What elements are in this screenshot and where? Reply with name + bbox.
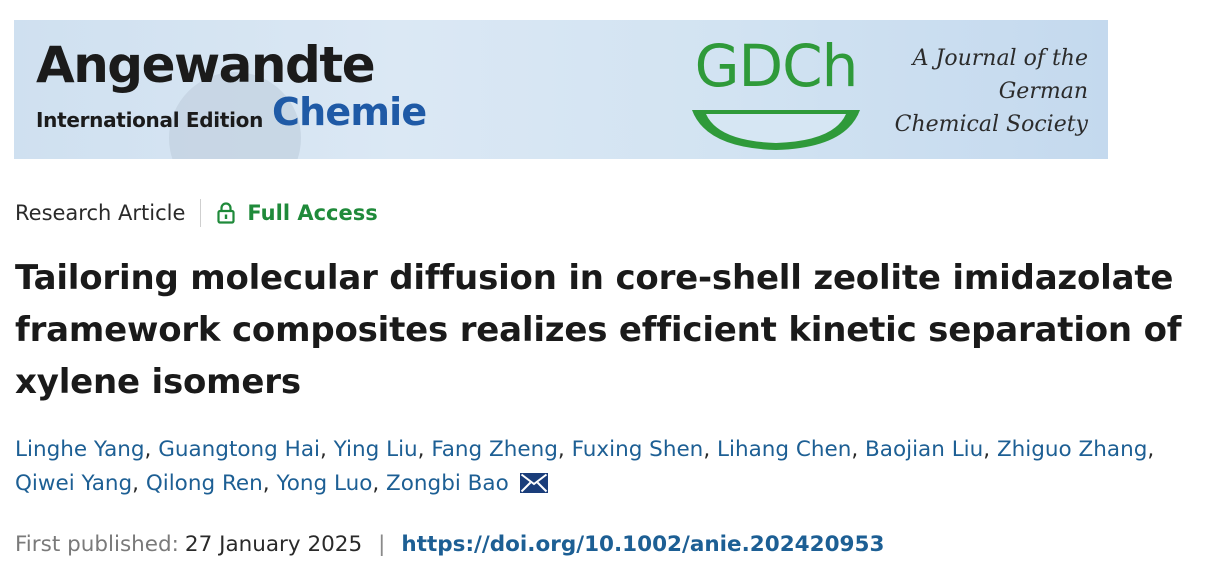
published-date: 27 January 2025 — [184, 531, 363, 557]
envelope-icon[interactable] — [519, 470, 548, 504]
journal-banner[interactable]: Angewandte International Edition Chemie … — [14, 20, 1108, 159]
journal-edition: International Edition — [36, 108, 264, 132]
published-label: First published: — [15, 531, 179, 557]
author-link[interactable]: Qiwei Yang — [15, 471, 133, 496]
author-link[interactable]: Lihang Chen — [717, 437, 852, 462]
gdch-logo-arc-icon — [692, 110, 860, 150]
author-link[interactable]: Guangtong Hai — [158, 437, 320, 462]
society-tagline: A Journal of the German Chemical Society — [888, 42, 1088, 141]
gdch-logo: GDCh — [686, 32, 866, 152]
society-line-3: Chemical Society — [894, 112, 1088, 137]
author-link[interactable]: Ying Liu — [333, 437, 418, 462]
article-type: Research Article — [15, 201, 186, 225]
author-link[interactable]: Yong Luo — [276, 471, 373, 496]
access-label: Full Access — [247, 201, 378, 225]
author-link[interactable]: Linghe Yang — [15, 437, 145, 462]
author-link[interactable]: Qilong Ren — [145, 471, 263, 496]
society-line-1: A Journal of the — [912, 46, 1088, 71]
journal-subtitle: Chemie — [272, 90, 427, 134]
meta-divider — [200, 199, 202, 227]
lock-open-icon — [217, 202, 235, 224]
publication-separator: | — [378, 531, 386, 557]
author-link[interactable]: Zongbi Bao — [386, 471, 509, 496]
doi-link[interactable]: https://doi.org/10.1002/anie.202420953 — [401, 531, 885, 557]
gdch-logo-text: GDCh — [694, 32, 859, 100]
author-list: Linghe Yang, Guangtong Hai, Ying Liu, Fa… — [15, 433, 1205, 504]
author-link[interactable]: Zhiguo Zhang — [996, 437, 1148, 462]
publication-info: First published: 27 January 2025 | https… — [15, 528, 884, 560]
article-title: Tailoring molecular diffusion in core-sh… — [15, 258, 1182, 402]
journal-title: Angewandte — [36, 36, 376, 94]
article-meta-row: Research Article Full Access — [15, 198, 378, 228]
author-link[interactable]: Fang Zheng — [431, 437, 558, 462]
society-line-2: German — [998, 79, 1088, 104]
author-link[interactable]: Baojian Liu — [865, 437, 984, 462]
access-badge: Full Access — [217, 201, 378, 225]
author-link[interactable]: Fuxing Shen — [571, 437, 704, 462]
